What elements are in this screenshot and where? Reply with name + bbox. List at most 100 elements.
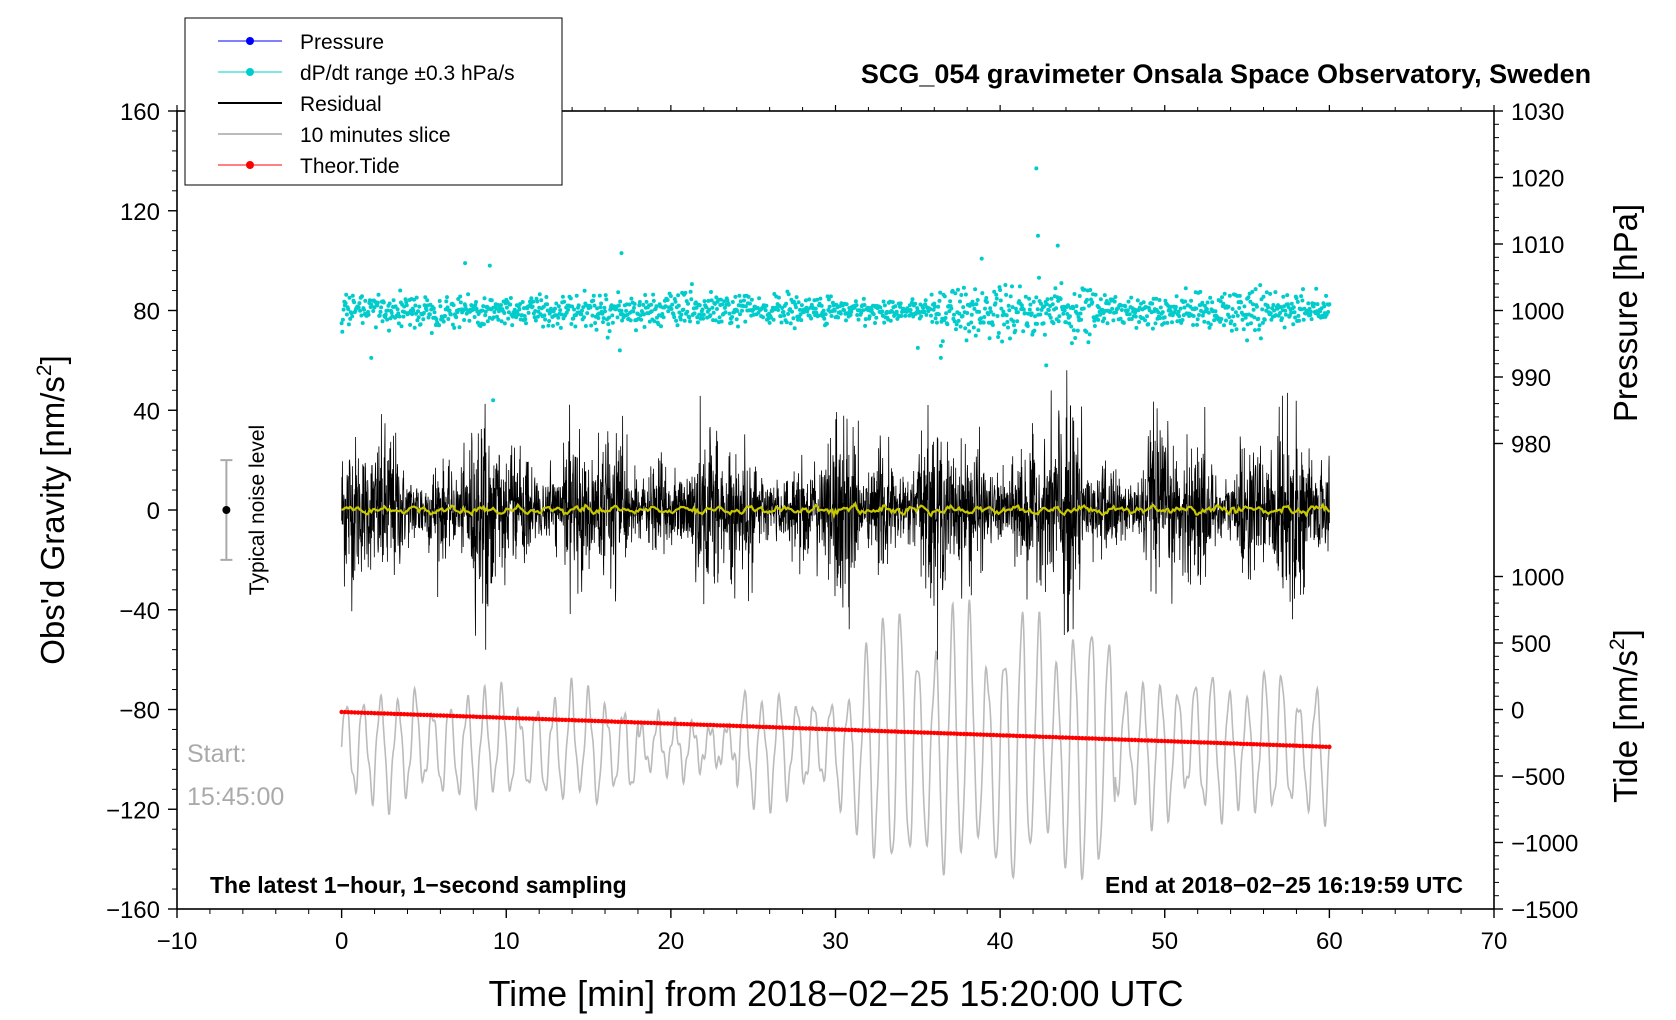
- tide-point: [698, 722, 703, 727]
- x-tick-label: 0: [335, 928, 348, 955]
- dpdt-point: [437, 299, 442, 303]
- dpdt-point: [973, 333, 978, 338]
- x-tick-label: 60: [1316, 928, 1343, 955]
- dpdt-point: [970, 299, 975, 304]
- dpdt-point: [1327, 302, 1332, 307]
- dpdt-point: [417, 304, 422, 309]
- dpdt-point: [747, 301, 752, 306]
- tide-point: [652, 720, 657, 726]
- dpdt-outlier: [619, 251, 624, 256]
- dpdt-point: [569, 322, 574, 326]
- tide-point: [609, 719, 614, 724]
- x-tick-label: 40: [987, 928, 1014, 955]
- dpdt-point: [1173, 304, 1178, 309]
- dpdt-point: [1258, 336, 1263, 341]
- tide-point: [464, 714, 469, 719]
- dpdt-point: [1229, 319, 1234, 324]
- dpdt-point: [814, 310, 819, 315]
- tide-point: [1254, 742, 1260, 747]
- tide-point: [648, 720, 654, 726]
- dpdt-point: [826, 297, 831, 302]
- dpdt-point: [882, 303, 887, 308]
- dpdt-point: [661, 315, 666, 320]
- residual-line: [341, 370, 1330, 660]
- dpdt-point: [1233, 310, 1238, 315]
- tide-point: [678, 721, 683, 727]
- dpdt-point: [1158, 305, 1163, 310]
- dpdt-point: [928, 307, 933, 312]
- dpdt-point: [499, 303, 503, 308]
- dpdt-point: [1025, 324, 1030, 328]
- tide-point: [481, 714, 486, 720]
- dpdt-point: [1300, 298, 1305, 303]
- dpdt-point: [1213, 309, 1218, 314]
- tide-point: [899, 729, 904, 734]
- dpdt-point: [562, 299, 567, 304]
- tide-point: [560, 717, 565, 722]
- tide-point: [892, 729, 897, 734]
- tide-point: [1086, 736, 1092, 741]
- tide-point: [369, 710, 374, 716]
- dpdt-point: [393, 304, 398, 309]
- dpdt-point: [385, 317, 390, 322]
- dpdt-point: [516, 312, 521, 317]
- dpdt-point: [913, 301, 918, 306]
- tide-point: [859, 728, 864, 733]
- dpdt-point: [551, 323, 555, 328]
- dpdt-point: [506, 316, 511, 321]
- dpdt-point: [556, 304, 561, 309]
- dpdt-point: [627, 302, 632, 307]
- tide-point: [1284, 743, 1289, 748]
- tide-point: [1179, 739, 1184, 744]
- dpdt-point: [522, 314, 527, 318]
- tide-point: [1136, 738, 1141, 743]
- tide-point: [833, 727, 838, 732]
- tide-point: [494, 715, 499, 720]
- dpdt-point: [1191, 323, 1196, 327]
- dpdt-point: [639, 317, 644, 322]
- tide-point: [711, 722, 716, 728]
- tide-point: [922, 730, 927, 735]
- tide-point: [1090, 736, 1095, 741]
- tide-point: [431, 713, 436, 718]
- dpdt-point: [1150, 326, 1155, 331]
- tide-point: [1159, 738, 1164, 744]
- dpdt-point: [649, 302, 654, 307]
- dpdt-point: [397, 314, 402, 319]
- tide-point: [968, 732, 973, 737]
- tide-point: [843, 727, 848, 732]
- dpdt-point: [1082, 287, 1087, 292]
- dpdt-point: [1307, 306, 1312, 311]
- dpdt-point: [1237, 306, 1242, 310]
- tide-point: [1251, 742, 1256, 747]
- x-tick-label: 50: [1151, 928, 1178, 955]
- tide-point: [1034, 734, 1039, 739]
- tide-point: [375, 711, 380, 716]
- tide-tick-label: 500: [1511, 631, 1551, 658]
- dpdt-point: [1079, 317, 1084, 322]
- dpdt-point: [1126, 299, 1131, 304]
- dpdt-point: [975, 298, 980, 302]
- tide-point: [477, 714, 483, 720]
- dpdt-point: [359, 313, 364, 318]
- tide-point: [1202, 740, 1207, 745]
- tide-point: [632, 720, 637, 725]
- dpdt-point: [1084, 329, 1089, 334]
- tide-point: [434, 713, 440, 718]
- dpdt-point: [399, 324, 404, 329]
- dpdt-point: [556, 315, 561, 320]
- tide-point: [579, 718, 585, 723]
- dpdt-point: [497, 309, 501, 314]
- dpdt-point: [1260, 307, 1265, 312]
- tide-point: [665, 721, 670, 726]
- tide-point: [533, 716, 539, 722]
- tide-point: [1169, 739, 1174, 744]
- dpdt-point: [689, 297, 694, 302]
- dpdt-point: [1145, 314, 1149, 319]
- dpdt-point: [813, 306, 818, 311]
- tide-point: [945, 731, 950, 736]
- slice-line: [340, 599, 1331, 881]
- tide-point: [507, 715, 512, 721]
- tide-point: [504, 715, 509, 720]
- dpdt-point: [1028, 302, 1033, 307]
